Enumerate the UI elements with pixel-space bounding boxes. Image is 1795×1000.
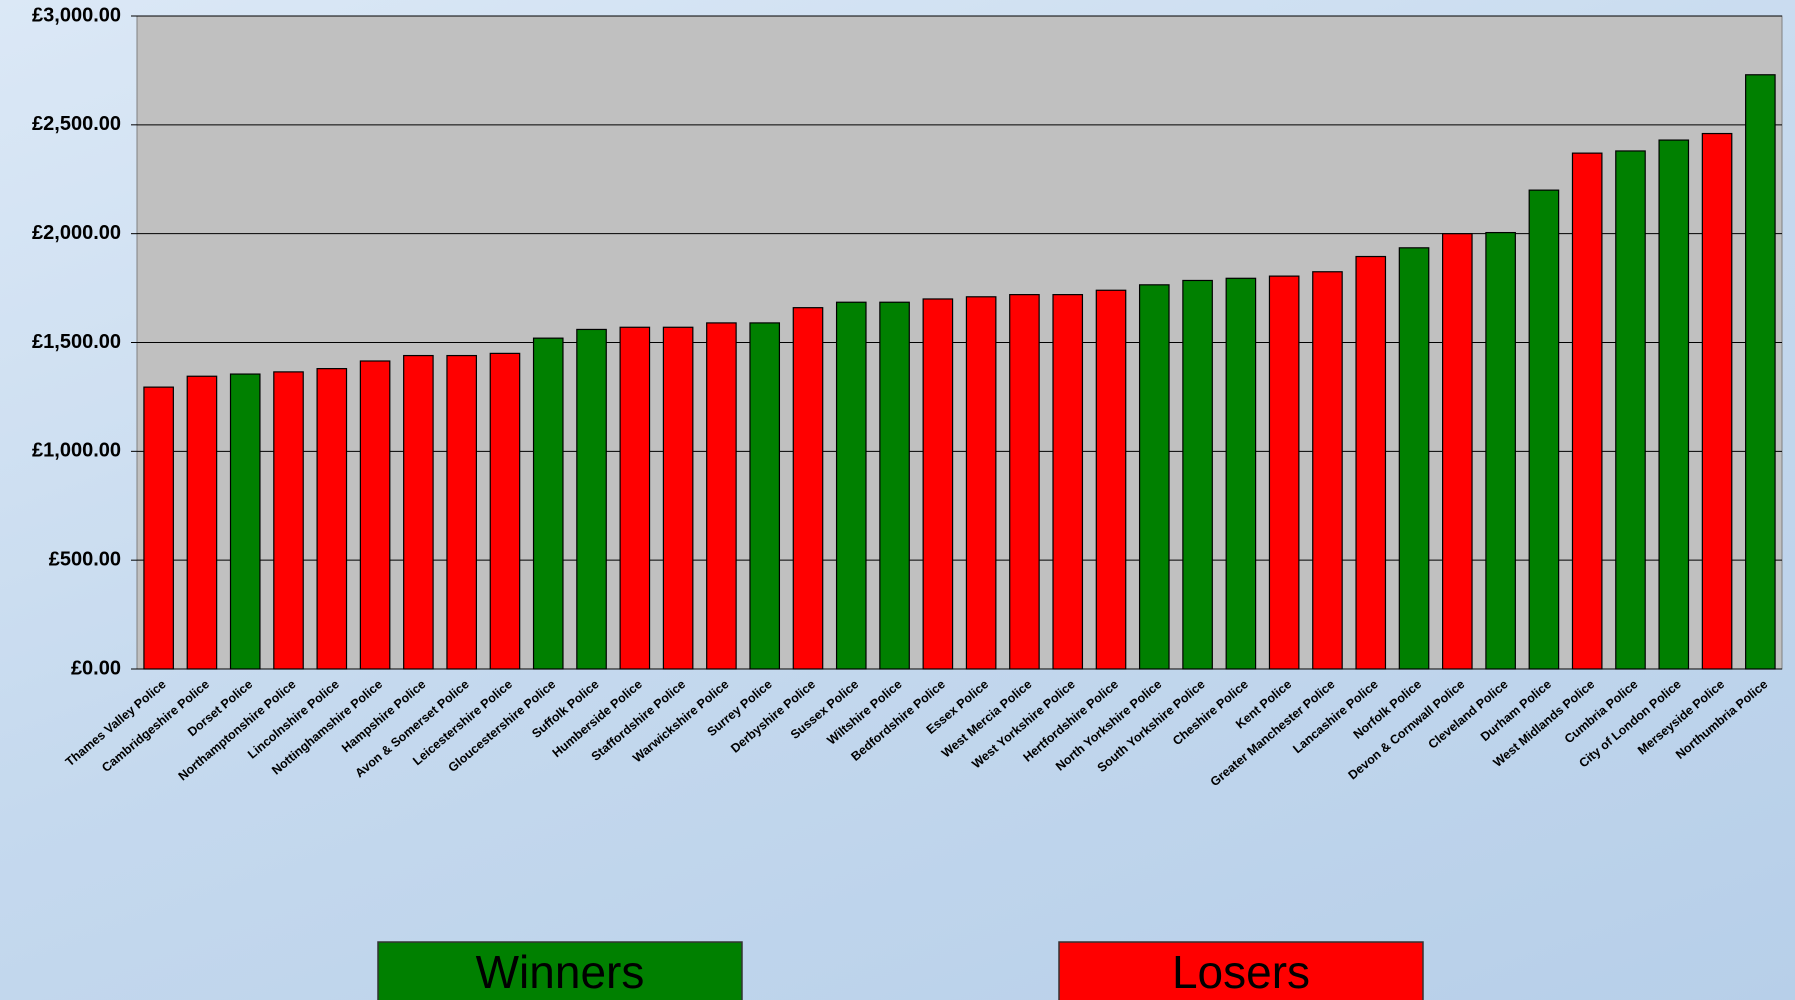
bar — [922, 298, 954, 670]
bar — [1442, 233, 1473, 670]
bar — [1485, 231, 1516, 670]
bar — [749, 322, 781, 670]
y-tick-label: £2,000.00 — [32, 222, 121, 244]
bar — [619, 326, 651, 670]
bar — [1658, 139, 1690, 670]
bar — [1398, 247, 1430, 670]
x-tick-label: Cumbria Police — [1562, 677, 1641, 746]
bar — [1355, 255, 1387, 670]
bar — [965, 296, 997, 670]
y-tick-label: £2,500.00 — [32, 113, 121, 135]
bar — [792, 307, 824, 670]
bar — [1138, 284, 1170, 670]
bar — [1701, 132, 1733, 670]
legend-label: Losers — [1172, 946, 1310, 998]
x-tick-label: Cheshire Police — [1170, 677, 1251, 748]
bar — [532, 337, 564, 670]
bar — [1052, 294, 1084, 670]
y-tick-label: £1,000.00 — [32, 440, 121, 462]
y-tick-label: £0.00 — [71, 657, 121, 679]
bar — [1615, 150, 1646, 670]
bar — [403, 354, 434, 670]
legend-box — [377, 941, 743, 1000]
bar — [1225, 277, 1257, 670]
bar — [576, 328, 607, 670]
bar — [1571, 152, 1603, 670]
bar — [359, 360, 391, 670]
bar — [1312, 271, 1343, 670]
y-tick-label: £3,000.00 — [32, 4, 121, 26]
y-tick-label: £1,500.00 — [32, 331, 121, 353]
legend-label: Winners — [476, 946, 645, 998]
bar — [316, 368, 348, 670]
y-tick-label: £500.00 — [49, 548, 121, 570]
bar — [273, 371, 304, 670]
x-tick-label: Cleveland Police — [1426, 677, 1511, 752]
bar — [186, 375, 218, 670]
x-tick-label: Wiltshire Police — [824, 677, 904, 748]
bar — [229, 373, 261, 670]
bar — [662, 326, 694, 670]
bar — [706, 322, 737, 670]
bar — [1745, 74, 1776, 670]
bar — [446, 354, 477, 670]
bar — [1009, 294, 1040, 670]
bar — [489, 352, 521, 670]
bar — [879, 301, 910, 670]
bar — [1095, 289, 1127, 670]
bar — [143, 386, 174, 670]
legend-box — [1058, 941, 1424, 1000]
bar — [1528, 189, 1560, 670]
bar — [1268, 275, 1300, 670]
bar — [1182, 279, 1213, 670]
bar — [835, 301, 867, 670]
